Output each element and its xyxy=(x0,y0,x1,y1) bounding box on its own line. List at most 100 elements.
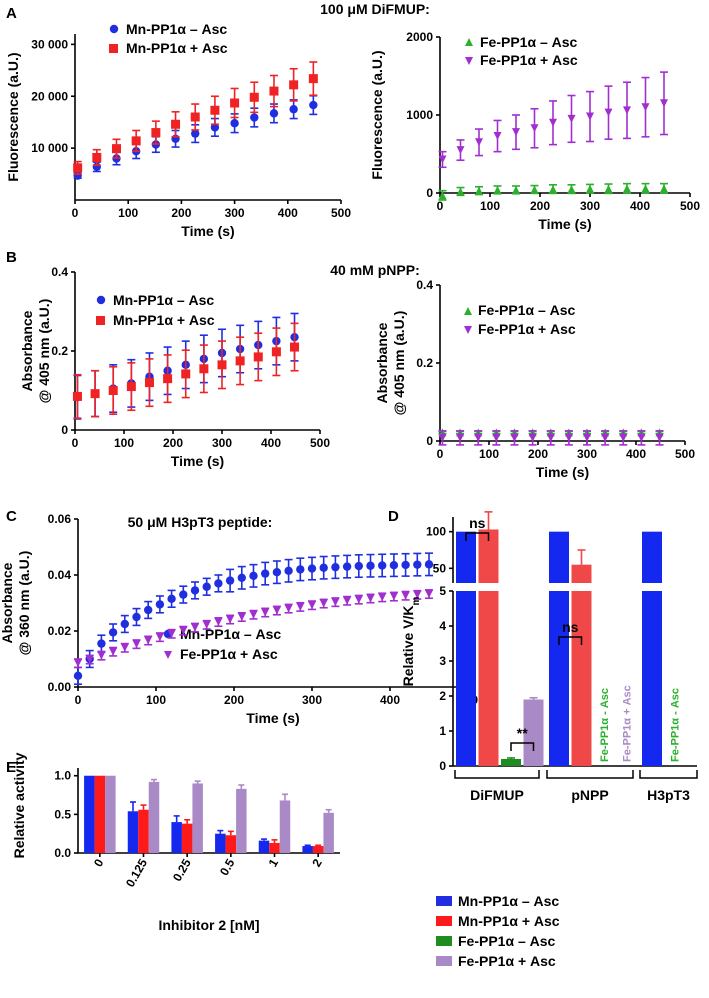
legend-swatch xyxy=(436,936,452,946)
bar xyxy=(236,788,247,853)
data-point xyxy=(354,561,363,571)
ns-annotation: ns xyxy=(562,619,579,635)
legend-label: Fe-PP1α + Asc xyxy=(478,321,576,337)
data-point xyxy=(171,119,181,129)
data-point xyxy=(261,569,270,578)
y-tick-label: 0.2 xyxy=(51,344,68,358)
data-point xyxy=(144,605,153,615)
data-point xyxy=(131,136,141,146)
bar xyxy=(181,823,193,853)
data-point xyxy=(567,114,576,123)
data-point xyxy=(226,615,235,624)
legend-swatch xyxy=(436,896,452,906)
data-point xyxy=(272,606,281,615)
data-point xyxy=(250,113,259,122)
data-point xyxy=(199,364,209,374)
y-tick-label: 10 000 xyxy=(31,141,68,155)
title-a: 100 μM DiFMUP: xyxy=(320,1,430,17)
data-point xyxy=(378,593,387,602)
y-axis-label: Absorbance xyxy=(0,562,15,643)
data-point xyxy=(202,582,211,591)
data-point xyxy=(111,144,121,154)
data-point xyxy=(237,573,246,582)
data-point xyxy=(225,576,235,585)
legend-b-right: Fe-PP1α – Asc Fe-PP1α + Asc xyxy=(464,302,576,337)
bar xyxy=(258,840,270,853)
significance-bracket xyxy=(465,532,490,541)
x-axis-label: Time (s) xyxy=(181,223,234,239)
x-tick-label: 200 xyxy=(224,693,244,707)
x-tick-label: 0.125 xyxy=(123,856,150,889)
data-point xyxy=(97,639,106,648)
x-axis-label: Inhibitor 2 [nM] xyxy=(158,917,259,933)
group-bracket xyxy=(546,770,634,779)
data-point xyxy=(475,186,483,195)
data-point xyxy=(126,382,136,392)
data-point xyxy=(528,433,537,442)
data-point xyxy=(604,184,613,193)
data-point xyxy=(167,594,176,603)
bar xyxy=(549,591,569,766)
x-tick-label: 0.25 xyxy=(170,856,194,884)
y-tick-label: 100 xyxy=(426,525,446,539)
data-point xyxy=(144,378,154,388)
x-tick-label: 100 xyxy=(146,693,166,707)
data-point xyxy=(604,108,613,117)
data-point xyxy=(549,185,557,194)
data-point xyxy=(108,628,118,637)
data-point xyxy=(564,433,573,442)
y-axis-label: Absorbance xyxy=(374,322,390,403)
data-point xyxy=(456,187,465,196)
y-tick-label: 3 xyxy=(439,654,446,668)
data-point xyxy=(230,98,240,108)
data-point xyxy=(109,647,118,656)
data-point xyxy=(354,595,363,604)
x-axis-label: Time (s) xyxy=(246,710,299,726)
x-tick-label: 0 xyxy=(437,447,444,461)
legend-label: Mn-PP1α + Asc xyxy=(113,312,215,328)
x-tick-label: 100 xyxy=(479,447,499,461)
y-tick-label: 2000 xyxy=(406,30,433,44)
data-point xyxy=(284,604,293,613)
x-axis-label: Time (s) xyxy=(171,453,224,469)
x-tick-label: 400 xyxy=(278,206,298,220)
legend-label: Fe-PP1α + Asc xyxy=(480,52,578,68)
data-point xyxy=(214,579,223,588)
data-point xyxy=(85,655,94,664)
legend-label: Mn-PP1α – Asc xyxy=(458,893,559,909)
data-point xyxy=(425,590,433,599)
data-point xyxy=(438,191,447,200)
legend-marker-triangle-down xyxy=(465,57,473,65)
data-point xyxy=(456,433,465,442)
x-tick-label: 0 xyxy=(72,436,79,450)
legend-marker-triangle-up xyxy=(465,38,473,46)
bar xyxy=(312,846,324,853)
bar xyxy=(642,591,662,766)
x-tick-label: 400 xyxy=(626,447,646,461)
legend-label: Mn-PP1α – Asc xyxy=(180,626,281,642)
x-tick-label: 500 xyxy=(675,447,695,461)
data-point xyxy=(74,659,82,668)
data-point xyxy=(284,566,293,575)
data-point xyxy=(401,591,410,600)
data-point xyxy=(144,636,153,645)
data-point xyxy=(438,433,447,442)
y-axis-label: Relative V/Km xyxy=(400,596,422,686)
bar xyxy=(456,591,476,766)
static-layer: A B C D E 100 μM DiFMUP: 40 mM pNPP: 50 … xyxy=(6,1,578,969)
data-point xyxy=(289,80,299,90)
data-point xyxy=(530,185,539,194)
data-point xyxy=(97,651,106,660)
bar xyxy=(148,781,160,853)
legend-c: Mn-PP1α – Asc Fe-PP1α + Asc xyxy=(163,626,281,662)
data-point xyxy=(191,623,199,632)
x-tick-label: 100 xyxy=(114,436,134,450)
y-tick-label: 50 xyxy=(433,561,447,575)
bar xyxy=(478,591,499,766)
data-point xyxy=(319,563,328,572)
data-point xyxy=(190,112,200,122)
x-tick-label: 0 xyxy=(91,856,107,869)
ns-annotation: ns xyxy=(469,515,486,531)
y-tick-label: 0.4 xyxy=(51,265,68,279)
